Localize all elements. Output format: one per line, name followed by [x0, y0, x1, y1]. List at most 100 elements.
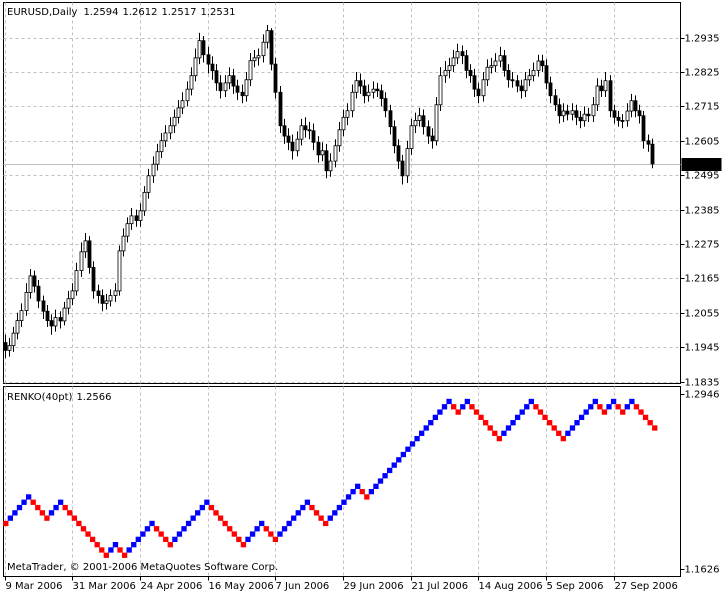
renko-box	[281, 526, 288, 532]
candle-body	[460, 51, 465, 57]
candle-body	[24, 292, 29, 312]
main-panel	[3, 2, 681, 384]
candle-body	[383, 98, 388, 112]
candle-body	[142, 191, 147, 212]
renko-box	[492, 430, 498, 436]
renko-box	[57, 499, 64, 505]
renko-box	[560, 435, 566, 442]
renko-box	[428, 420, 434, 426]
renko-box	[396, 457, 402, 463]
renko-box	[537, 409, 544, 415]
renko-box	[259, 520, 265, 527]
renko-box	[195, 510, 201, 516]
candle-body	[633, 100, 638, 112]
candle-body	[146, 175, 151, 193]
renko-box	[377, 478, 384, 484]
candle-body	[544, 65, 549, 84]
renko-box	[633, 404, 640, 410]
candle-body	[36, 285, 41, 302]
candle-body	[603, 80, 608, 92]
renko-box	[94, 542, 100, 548]
candle-body	[252, 57, 257, 62]
renko-box	[574, 420, 580, 426]
candle-body	[434, 104, 439, 142]
renko-box	[469, 404, 475, 410]
candle-body	[417, 115, 422, 121]
candle-body	[121, 235, 126, 252]
renko-box	[414, 435, 420, 442]
candle-body	[155, 151, 160, 165]
renko-box	[291, 515, 297, 521]
renko-box	[446, 398, 452, 405]
candle-body	[337, 129, 342, 147]
candle-body	[159, 140, 164, 153]
candle-body	[502, 55, 507, 71]
renko-box	[3, 520, 9, 527]
renko-box	[249, 531, 256, 537]
renko-box	[569, 425, 576, 431]
symbol: EURUSD,Daily	[7, 7, 78, 18]
candle-body	[180, 100, 185, 109]
price-tag	[681, 158, 722, 171]
candle-body	[168, 125, 173, 134]
candle-body	[91, 267, 96, 292]
x-tick-label: 31 Mar 2006	[73, 581, 136, 592]
renko-box	[71, 515, 77, 521]
candle-body	[286, 135, 291, 143]
renko-box	[382, 473, 388, 479]
renko-box	[48, 510, 55, 516]
candle-body	[83, 240, 88, 253]
candle-body	[62, 307, 67, 322]
candle-body	[316, 141, 321, 156]
renko-box	[597, 404, 603, 410]
renko-box	[647, 420, 653, 426]
renko-box	[117, 547, 123, 553]
renko-box	[556, 430, 562, 436]
renko-box	[551, 425, 557, 431]
candle-body	[531, 69, 536, 77]
x-tick-label: 27 Sep 2006	[615, 581, 678, 592]
candle-body	[100, 295, 105, 304]
renko-box	[108, 547, 114, 553]
candle-body	[375, 88, 380, 92]
renko-box	[62, 504, 68, 511]
x-tick-label: 29 Jun 2006	[344, 581, 404, 592]
renko-box	[620, 409, 626, 415]
renko-box	[519, 409, 525, 415]
last-close: 1.2531	[200, 7, 235, 18]
y-tick-label: 1.2165	[685, 274, 720, 285]
candle-body	[231, 75, 236, 87]
renko-box	[318, 515, 324, 521]
renko-box	[441, 404, 448, 410]
renko-box	[295, 510, 301, 516]
y-tick-label: 1.2715	[685, 102, 720, 113]
renko-box	[227, 526, 233, 532]
renko-box	[423, 425, 429, 431]
candle-body	[430, 135, 435, 142]
renko-box	[432, 414, 439, 421]
renko-box	[240, 542, 247, 548]
renko-box	[460, 404, 466, 410]
candle-body	[413, 120, 418, 127]
renko-box	[30, 499, 36, 505]
renko-box	[565, 430, 571, 436]
candle-body	[561, 110, 566, 117]
candle-body	[49, 320, 54, 327]
renko-box	[610, 398, 617, 405]
candle-body	[79, 251, 84, 271]
marks	[3, 2, 685, 581]
candle-body	[371, 88, 376, 93]
candle-body	[41, 300, 46, 312]
chart-title: EURUSD,Daily 1.2594 1.2612 1.2517 1.2531	[7, 7, 235, 18]
renko-box	[85, 531, 91, 537]
indicator-panel	[3, 386, 681, 577]
y-tick-label: 1.2825	[685, 68, 720, 79]
candle-body	[629, 100, 634, 112]
candle-body	[290, 141, 295, 152]
candle-body	[278, 91, 283, 127]
renko-box	[21, 499, 27, 505]
renko-box	[387, 467, 393, 474]
candle-body	[261, 41, 266, 57]
y-tick-label: 1.1945	[685, 343, 720, 354]
